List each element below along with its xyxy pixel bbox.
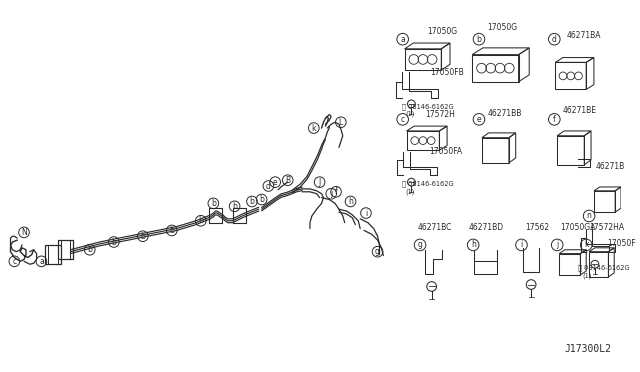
Text: b: b (111, 238, 116, 247)
Text: 46271BC: 46271BC (417, 223, 452, 232)
Text: b: b (250, 197, 255, 206)
Text: h: h (348, 197, 353, 206)
Text: J17300L2: J17300L2 (564, 344, 611, 354)
Text: g: g (418, 240, 422, 249)
Text: c: c (401, 115, 404, 124)
Text: g: g (375, 247, 380, 256)
Text: b: b (170, 226, 174, 235)
Text: i: i (365, 209, 367, 218)
Text: f: f (553, 115, 556, 124)
Text: i: i (520, 240, 523, 249)
Text: 46271BD: 46271BD (468, 223, 504, 232)
Text: e: e (477, 115, 481, 124)
Text: b: b (477, 35, 481, 44)
Text: b: b (140, 232, 145, 241)
Text: 17050G: 17050G (488, 23, 518, 32)
Text: a: a (400, 35, 405, 44)
Text: k: k (584, 240, 588, 249)
Text: 17050G: 17050G (427, 27, 457, 36)
Text: L: L (339, 118, 343, 127)
Text: 17050F: 17050F (607, 239, 636, 248)
Text: b: b (259, 195, 264, 204)
Text: n: n (587, 211, 591, 221)
Text: b: b (198, 216, 204, 225)
Text: c: c (12, 257, 17, 266)
Text: b: b (211, 199, 216, 208)
Text: k: k (312, 124, 316, 132)
Text: N: N (21, 228, 27, 237)
Text: 46271BB: 46271BB (488, 109, 522, 118)
Text: 17572H: 17572H (425, 110, 455, 119)
Text: 46271B: 46271B (596, 161, 625, 170)
Text: h: h (471, 240, 476, 249)
Text: Ⓑ 08146-6162G: Ⓑ 08146-6162G (402, 103, 453, 110)
Text: B: B (285, 176, 291, 185)
Text: (1): (1) (406, 111, 415, 118)
Text: 46271BE: 46271BE (563, 106, 597, 115)
Text: J: J (319, 178, 321, 187)
Text: j: j (330, 189, 332, 198)
Text: b: b (232, 202, 237, 211)
Text: (1): (1) (582, 272, 592, 279)
Text: 17562: 17562 (525, 223, 550, 232)
Text: 46271BA: 46271BA (567, 31, 602, 40)
Text: f: f (335, 187, 337, 196)
Text: Ⓑ 08146-6162G: Ⓑ 08146-6162G (402, 180, 453, 187)
Text: Ⓑ 08146-6162G: Ⓑ 08146-6162G (579, 264, 630, 271)
Text: d: d (266, 182, 271, 190)
Text: 17050FB: 17050FB (431, 68, 465, 77)
Text: j: j (556, 240, 558, 249)
Text: 17050FA: 17050FA (429, 147, 462, 156)
Text: 17050GA: 17050GA (560, 223, 595, 232)
Text: d: d (552, 35, 557, 44)
Text: 17572HA: 17572HA (589, 223, 624, 232)
Text: (1): (1) (406, 188, 415, 195)
Text: b: b (87, 245, 92, 254)
Text: e: e (273, 178, 278, 187)
Text: a: a (39, 257, 44, 266)
